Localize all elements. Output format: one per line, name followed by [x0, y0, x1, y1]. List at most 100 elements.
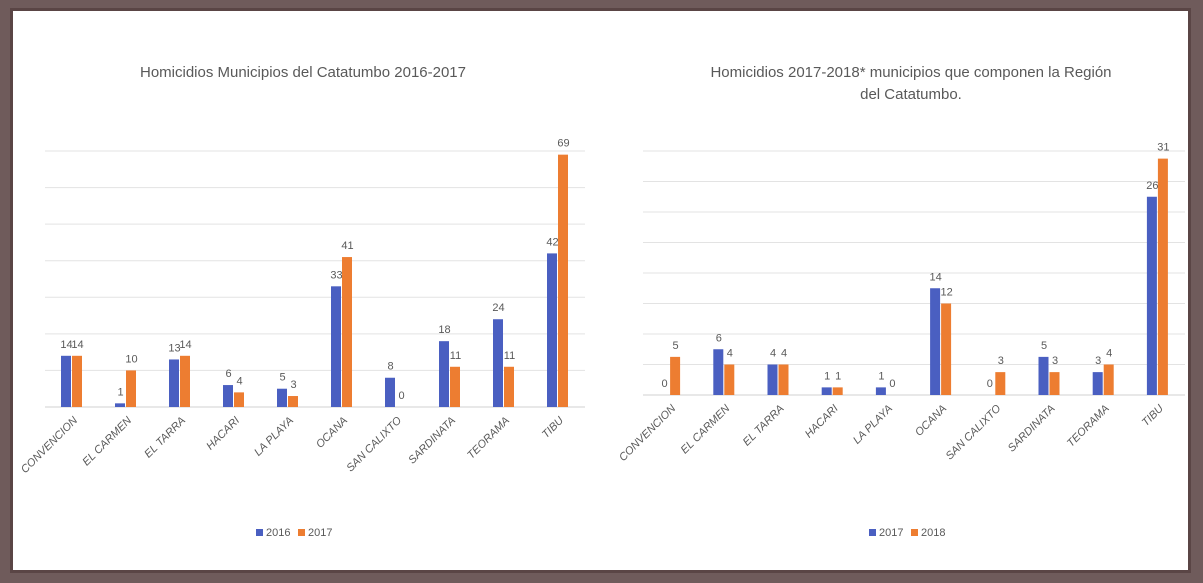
data-label: 1 [835, 370, 841, 382]
data-label: 14 [71, 339, 83, 351]
tick-label: EL TARRA [741, 403, 787, 449]
bar-2018 [995, 372, 1006, 395]
tick-label: CONVENCION [19, 415, 80, 476]
bar-2017 [72, 355, 82, 407]
tick-label: LA PLAYA [851, 403, 895, 447]
bar-2018 [778, 364, 789, 395]
chart-title: Homicidios Municipios del Catatumbo 2016… [140, 64, 466, 81]
bar-2016 [169, 359, 179, 407]
bar-2017 [450, 366, 460, 407]
tick-label: EL CARMEN [80, 415, 134, 469]
data-label: 24 [492, 302, 504, 314]
bar-2017 [342, 257, 352, 407]
data-label: 33 [330, 269, 342, 281]
bar-2017 [180, 355, 190, 407]
data-label: 14 [179, 339, 191, 351]
legend-swatch [869, 529, 876, 536]
tick-label: EL CARMEN [679, 403, 733, 457]
tick-label: SAN CALIXTO [344, 414, 404, 474]
data-label: 42 [546, 236, 558, 248]
legend-label: 2017 [308, 527, 332, 539]
tick-label: TIBU [540, 415, 566, 441]
tick-label: EL TARRA [142, 415, 188, 461]
chart-frame: Homicidios Municipios del Catatumbo 2016… [10, 8, 1191, 573]
bar-2018 [724, 364, 735, 395]
bar-2016 [439, 341, 449, 407]
bar-2017 [767, 364, 778, 395]
bar-2017 [288, 396, 298, 407]
data-label: 3 [998, 355, 1004, 367]
data-label: 13 [168, 342, 180, 354]
tick-label: SARDINATA [406, 415, 458, 467]
data-label: 0 [987, 378, 993, 390]
bar-2016 [223, 385, 233, 407]
data-label: 4 [770, 348, 776, 360]
tick-label: HACARI [204, 415, 242, 453]
tick-label: OCANA [913, 403, 949, 439]
data-label: 1 [878, 370, 884, 382]
legend-swatch [298, 529, 305, 536]
bar-2018 [670, 356, 681, 395]
bar-2017 [1038, 356, 1049, 395]
bar-2018 [1103, 364, 1114, 395]
data-label: 6 [225, 368, 231, 380]
data-label: 5 [673, 340, 679, 352]
data-label: 3 [1095, 355, 1101, 367]
data-label: 4 [1106, 348, 1112, 360]
chart-title: del Catatumbo. [860, 86, 962, 103]
legend-swatch [911, 529, 918, 536]
data-label: 0 [398, 390, 404, 402]
data-label: 31 [1157, 142, 1169, 154]
data-label: 12 [940, 287, 952, 299]
tick-label: SAN CALIXTO [944, 402, 1004, 462]
data-label: 0 [889, 378, 895, 390]
data-label: 14 [929, 271, 941, 283]
tick-label: SARDINATA [1006, 403, 1058, 455]
tick-label: TEORAMA [465, 415, 512, 462]
bar-2017 [930, 288, 941, 395]
data-label: 41 [341, 240, 353, 252]
data-label: 14 [60, 339, 72, 351]
data-label: 18 [438, 324, 450, 336]
bar-2018 [832, 387, 843, 395]
bar-2018 [1157, 158, 1168, 395]
chart-homicidios-2017-2018: Homicidios 2017-2018* municipios que com… [617, 64, 1185, 539]
data-label: 5 [279, 372, 285, 384]
data-label: 4 [236, 375, 242, 387]
bar-2016 [547, 253, 557, 407]
data-label: 5 [1041, 340, 1047, 352]
bar-2016 [61, 355, 71, 407]
bar-2017 [126, 370, 136, 407]
bar-2018 [1049, 372, 1060, 395]
bar-2017 [234, 392, 244, 407]
data-label: 11 [450, 350, 461, 362]
data-label: 3 [1052, 355, 1058, 367]
data-label: 0 [662, 378, 668, 390]
bar-2017 [1092, 372, 1103, 395]
legend-label: 2016 [266, 527, 290, 539]
bar-2016 [277, 388, 287, 407]
bar-2017 [821, 387, 832, 395]
data-label: 10 [125, 353, 137, 365]
data-label: 4 [781, 348, 787, 360]
chart-title: Homicidios 2017-2018* municipios que com… [710, 64, 1111, 81]
tick-label: TEORAMA [1065, 403, 1112, 450]
data-label: 1 [117, 386, 123, 398]
legend-label: 2018 [921, 527, 945, 539]
bar-2016 [115, 403, 125, 407]
data-label: 1 [824, 370, 830, 382]
bar-2017 [713, 349, 724, 395]
data-label: 26 [1146, 180, 1158, 192]
bar-2017 [1146, 196, 1157, 395]
tick-label: CONVENCION [617, 403, 678, 464]
data-label: 4 [727, 348, 733, 360]
legend-label: 2017 [879, 527, 903, 539]
bar-2016 [385, 377, 395, 407]
data-label: 3 [290, 379, 296, 391]
bar-2017 [875, 387, 886, 395]
tick-label: HACARI [803, 403, 841, 441]
chart-homicidios-2016-2017: Homicidios Municipios del Catatumbo 2016… [19, 64, 585, 539]
tick-label: TIBU [1140, 403, 1166, 429]
data-label: 6 [716, 332, 722, 344]
legend-swatch [256, 529, 263, 536]
